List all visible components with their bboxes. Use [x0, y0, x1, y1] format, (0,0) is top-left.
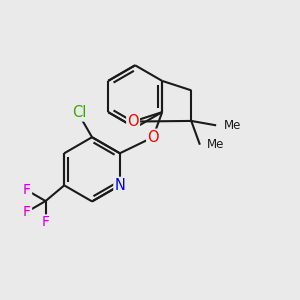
Text: O: O	[147, 130, 159, 145]
Text: F: F	[23, 205, 31, 219]
Text: N: N	[114, 178, 125, 193]
Text: F: F	[42, 215, 50, 230]
Text: F: F	[23, 183, 31, 197]
Text: O: O	[127, 114, 139, 129]
Text: Me: Me	[207, 138, 225, 151]
Text: Me: Me	[224, 119, 241, 132]
Text: Cl: Cl	[72, 106, 87, 121]
